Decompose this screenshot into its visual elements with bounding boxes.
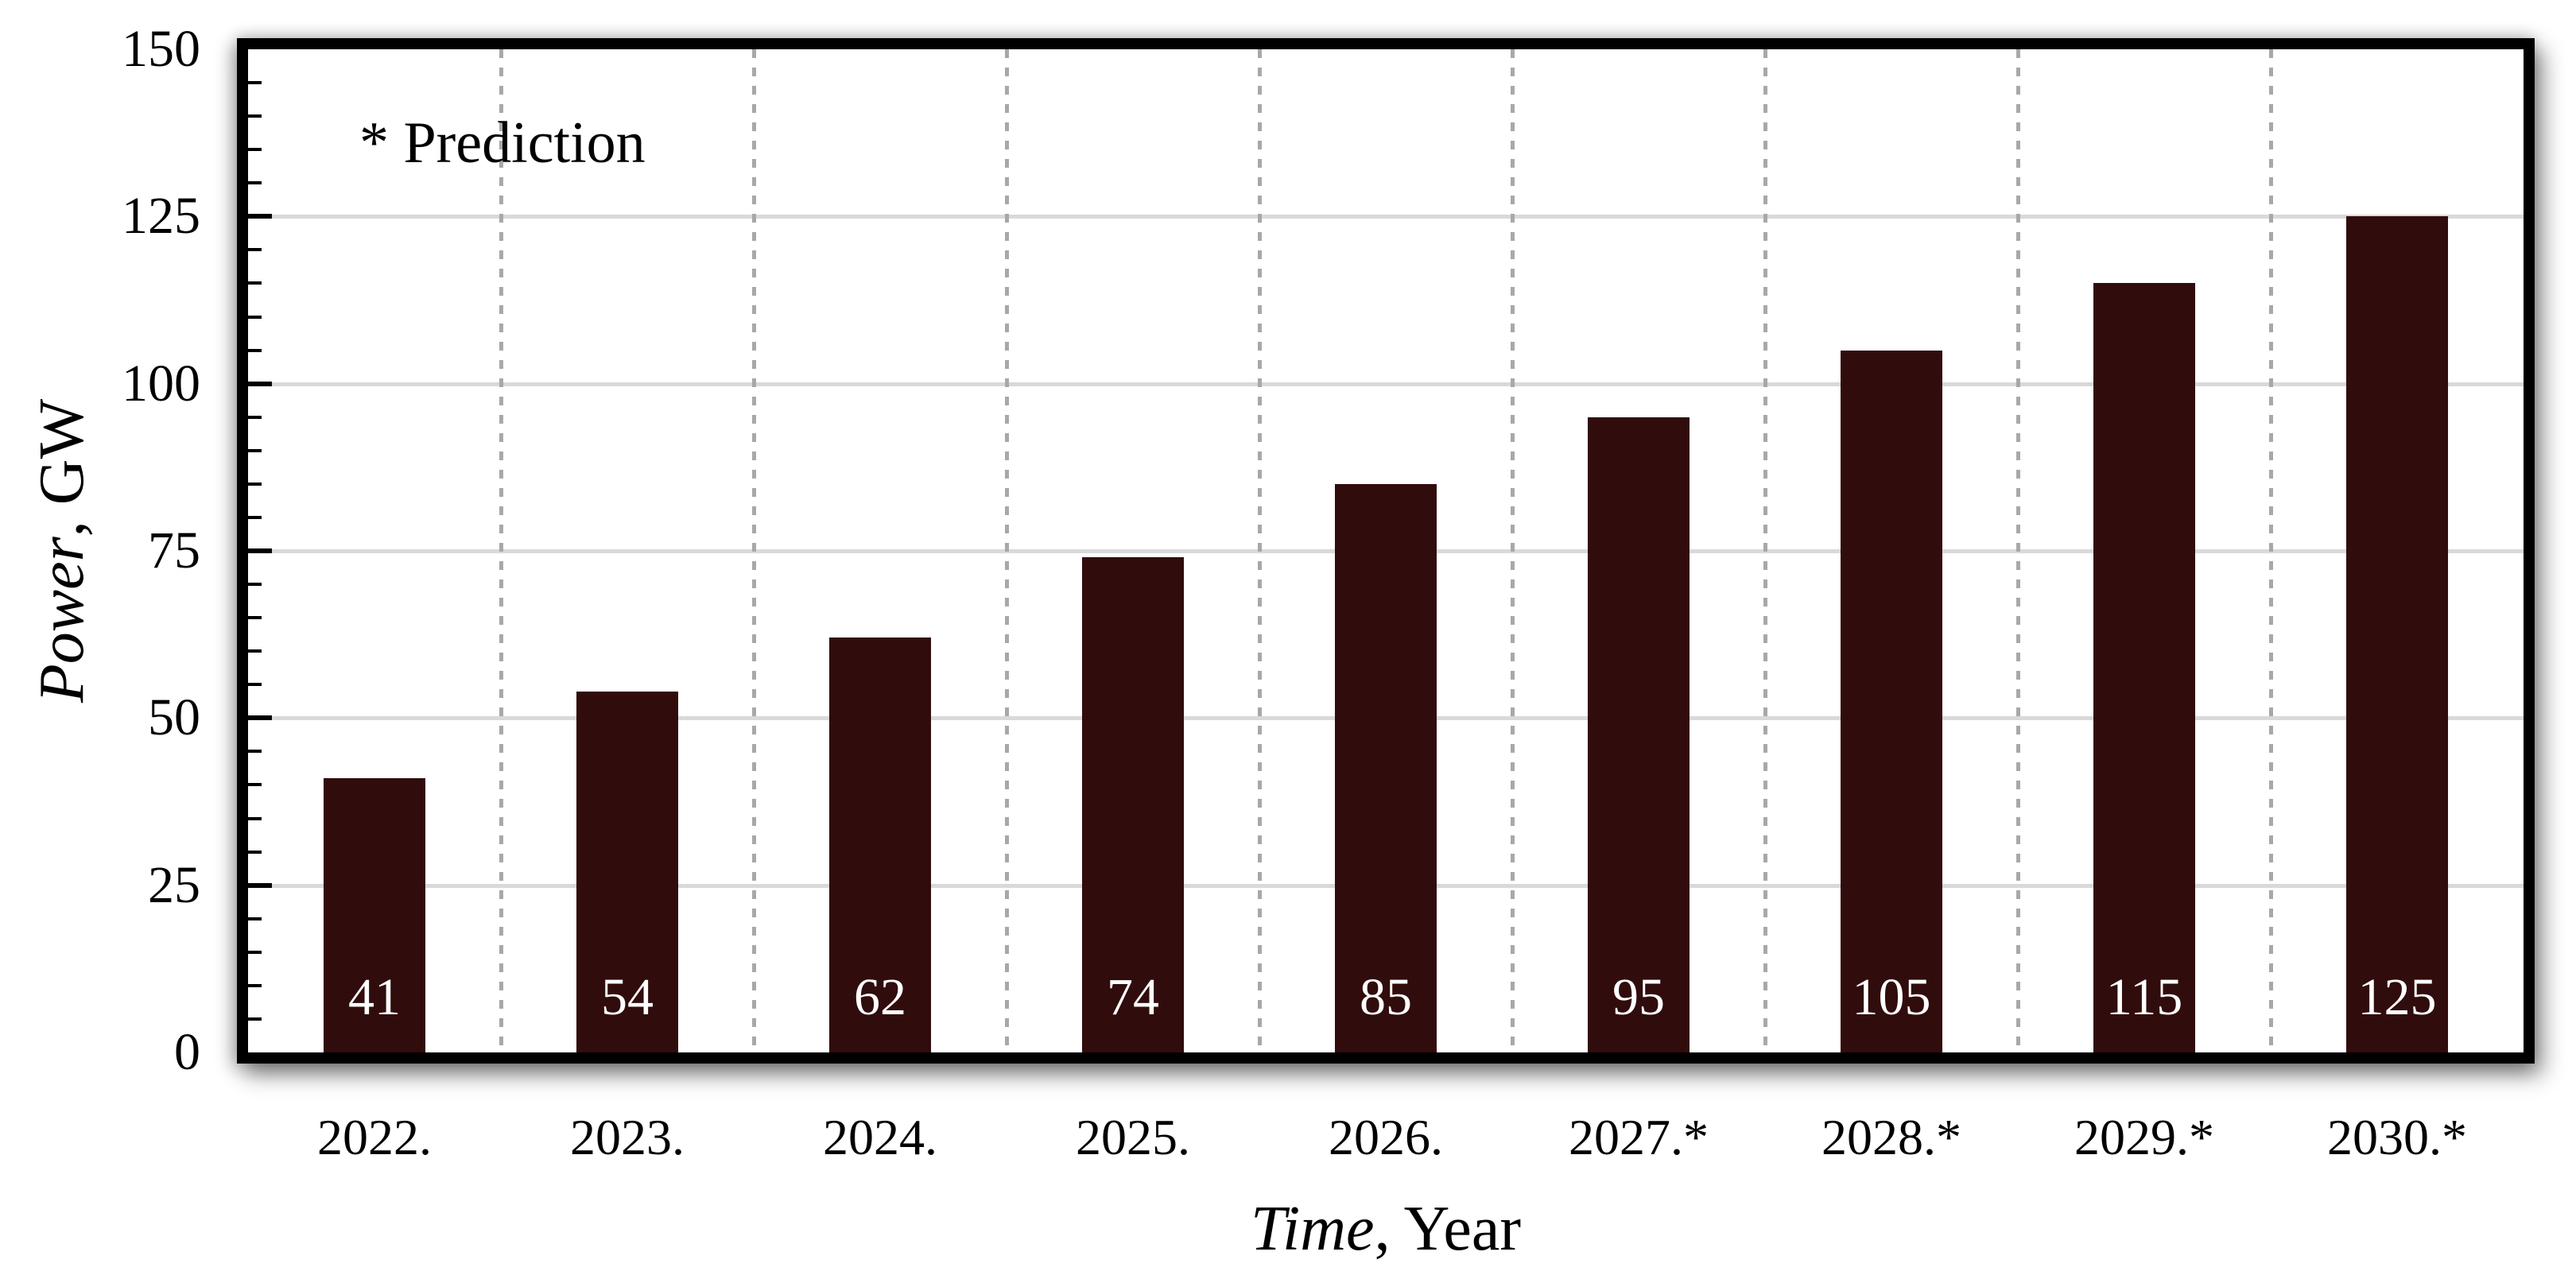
y-minor-tick (248, 950, 262, 954)
y-tick-label: 125 (122, 187, 200, 246)
x-tick-label: 2023. (570, 1109, 685, 1165)
bar-value-label: 95 (1612, 968, 1665, 1026)
bar-2025.: 74 (1082, 557, 1184, 1052)
category-separator (2268, 49, 2273, 1052)
x-tick-label: 2024. (823, 1109, 937, 1165)
y-minor-tick (248, 616, 262, 620)
bar-value-label: 41 (348, 968, 401, 1026)
x-tick-label: 2026. (1329, 1109, 1443, 1165)
x-tick-label: 2030.* (2327, 1109, 2467, 1165)
plot-frame: * Prediction 41 54 62 74 85 95 105 115 125 (237, 38, 2535, 1064)
prediction-annotation: * Prediction (359, 110, 646, 176)
y-axis-title-rest: , GW (27, 398, 97, 537)
x-axis-title: Time, Year (1251, 1197, 1521, 1261)
bar-value-label: 125 (2357, 968, 2437, 1026)
y-minor-tick (248, 415, 262, 419)
y-minor-tick (248, 448, 262, 452)
x-tick-label: 2027.* (1569, 1109, 1709, 1165)
bar-2022.: 41 (324, 778, 425, 1052)
y-minor-tick (248, 315, 262, 319)
y-minor-tick (248, 248, 262, 252)
y-minor-tick (248, 850, 262, 854)
y-minor-tick (248, 583, 262, 587)
y-major-tick (248, 882, 272, 888)
y-minor-tick (248, 783, 262, 787)
bar-value-label: 85 (1360, 968, 1412, 1026)
y-minor-tick (248, 81, 262, 85)
bar-value-label: 54 (601, 968, 654, 1026)
category-separator (2015, 49, 2020, 1052)
y-major-tick (248, 548, 272, 553)
category-separator (1763, 49, 1767, 1052)
bar-2024.: 62 (829, 638, 931, 1052)
bar-value-label: 74 (1107, 968, 1159, 1026)
bar-2026.: 85 (1335, 483, 1437, 1052)
bar-2029.*: 115 (2093, 283, 2195, 1052)
y-minor-tick (248, 114, 262, 118)
x-tick-label: 2022. (317, 1109, 432, 1165)
bar-2028.*: 105 (1841, 350, 1942, 1052)
category-separator (1004, 49, 1009, 1052)
y-tick-label: 100 (122, 354, 200, 413)
bar-value-label: 105 (1852, 968, 1931, 1026)
y-tick-label: 150 (122, 20, 200, 78)
bar-2030.*: 125 (2346, 216, 2448, 1052)
x-tick-label: 2028.* (1821, 1109, 1961, 1165)
y-minor-tick (248, 181, 262, 185)
y-tick-label: 50 (148, 688, 200, 747)
category-separator (1510, 49, 1515, 1052)
bar-value-label: 62 (854, 968, 906, 1026)
y-gridline (248, 382, 2524, 386)
x-tick-label: 2025. (1076, 1109, 1190, 1165)
y-minor-tick (248, 148, 262, 152)
y-gridline (248, 215, 2524, 219)
y-minor-tick (248, 750, 262, 754)
y-minor-tick (248, 281, 262, 285)
bar-value-label: 115 (2105, 968, 2183, 1026)
y-minor-tick (248, 649, 262, 653)
x-tick-label: 2029.* (2074, 1109, 2214, 1165)
x-axis-title-rest: , Year (1374, 1194, 1522, 1264)
y-tick-label: 75 (148, 521, 200, 579)
y-minor-tick (248, 816, 262, 820)
y-minor-tick (248, 515, 262, 519)
bar-2023.: 54 (576, 691, 678, 1052)
y-minor-tick (248, 348, 262, 352)
y-minor-tick (248, 1017, 262, 1021)
bar-2027.*: 95 (1588, 417, 1690, 1052)
y-minor-tick (248, 983, 262, 987)
y-minor-tick (248, 683, 262, 687)
y-tick-label: 25 (148, 855, 200, 914)
y-major-tick (248, 214, 272, 219)
category-separator (1257, 49, 1262, 1052)
y-major-tick (248, 715, 272, 721)
y-tick-label: 0 (174, 1023, 200, 1081)
plot-area: * Prediction 41 54 62 74 85 95 105 115 125 (248, 49, 2524, 1052)
category-separator (751, 49, 756, 1052)
category-separator (499, 49, 503, 1052)
x-axis-title-italic: Time (1250, 1194, 1375, 1264)
y-minor-tick (248, 482, 262, 486)
y-major-tick (248, 381, 272, 386)
y-minor-tick (248, 917, 262, 920)
